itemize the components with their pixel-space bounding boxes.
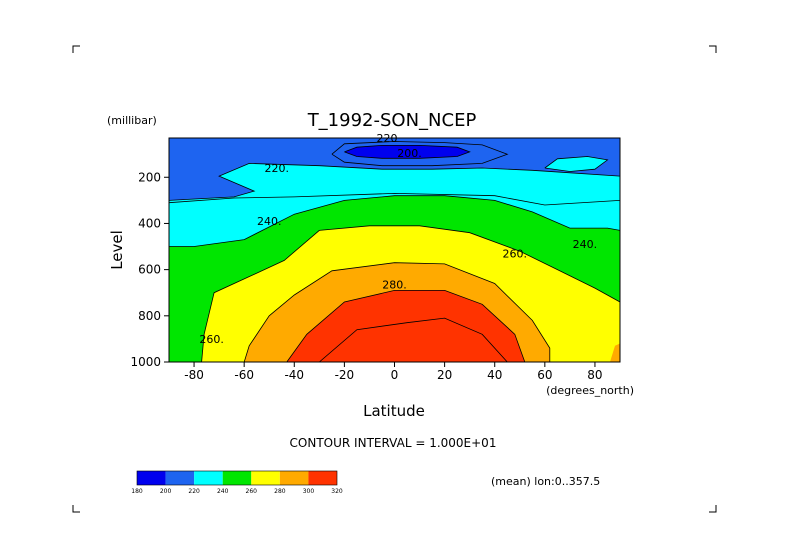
contour-line-2 [201,225,620,362]
contour-label-5: 240. [573,238,598,251]
contour-label-6: 280. [382,279,407,292]
colorbar-label-220: 220 [188,488,200,495]
colorbar-label-320: 320 [331,488,343,495]
contour-line-3 [243,262,551,362]
contour-label-4: 260. [503,247,528,260]
contour-label-2: 220. [264,162,289,175]
contour-band-180-1 [344,145,470,159]
x-tick-label-0: -80 [184,368,204,382]
x-tick-label-8: 80 [587,368,602,382]
contour-interval-text: CONTOUR INTERVAL = 1.000E+01 [290,436,497,450]
x-tick-label-5: 20 [437,368,452,382]
x-tick-label-6: 40 [487,368,502,382]
crop-marks [72,45,717,513]
colorbar-label-240: 240 [217,488,229,495]
colorbar-label-260: 260 [246,488,258,495]
contour-line-0 [169,192,620,206]
contour-line-8 [169,162,620,201]
contour-line-7 [331,141,509,167]
contour-label-3: 240. [257,215,282,228]
colorbar-swatch-300 [308,471,337,485]
colorbar-swatch-220 [194,471,223,485]
colorbar: 180 200 220 240 260 280 300 320 [131,470,343,495]
x-tick-label-4: 0 [391,368,399,382]
contour-lines [169,141,620,362]
contour-band-280-7 [610,343,620,362]
colorbar-label-300: 300 [303,488,315,495]
contour-fills [169,138,620,362]
y-tick-label-4: 1000 [130,355,161,369]
contour-line-5 [319,317,508,362]
chart-title: T_1992-SON_NCEP [307,110,477,131]
x-tick-label-1: -60 [234,368,254,382]
colorbar-swatch-260 [251,471,280,485]
contour-band-220-3 [544,156,608,172]
contour-line-1 [169,195,620,247]
y-axis: 200 400 600 800 1000 [130,170,169,369]
y-axis-label: Level [108,230,126,270]
colorbar-swatch-240 [222,471,252,485]
contour-label-1: 200. [397,147,422,160]
colorbar-label-280: 280 [274,488,286,495]
contour-line-6 [344,144,471,159]
contour-band-300-8 [286,290,525,362]
colorbar-swatch-280 [279,471,309,485]
x-units-label: (degrees_north) [546,384,634,397]
y-tick-label-1: 400 [138,216,161,230]
colorbar-frame [136,470,338,486]
x-tick-label-2: -40 [284,368,304,382]
x-axis: -80 -60 -40 -20 0 20 40 60 80 [184,362,603,382]
colorbar-swatch-200 [165,471,195,485]
colorbar-label-180: 180 [131,488,143,495]
contour-label-7: 260. [199,333,224,346]
x-axis-label: Latitude [363,402,425,420]
x-tick-label-7: 60 [537,368,552,382]
y-tick-label-2: 600 [138,263,161,277]
contour-line-9 [544,156,609,172]
y-tick-label-3: 800 [138,309,161,323]
colorbar-swatch-180 [137,471,166,485]
contour-line-4 [286,289,526,362]
y-units-label: (millibar) [107,114,157,127]
y-tick-label-0: 200 [138,170,161,184]
x-tick-label-3: -20 [335,368,355,382]
footnote: (mean) lon:0..357.5 [491,475,600,488]
colorbar-label-200: 200 [160,488,172,495]
